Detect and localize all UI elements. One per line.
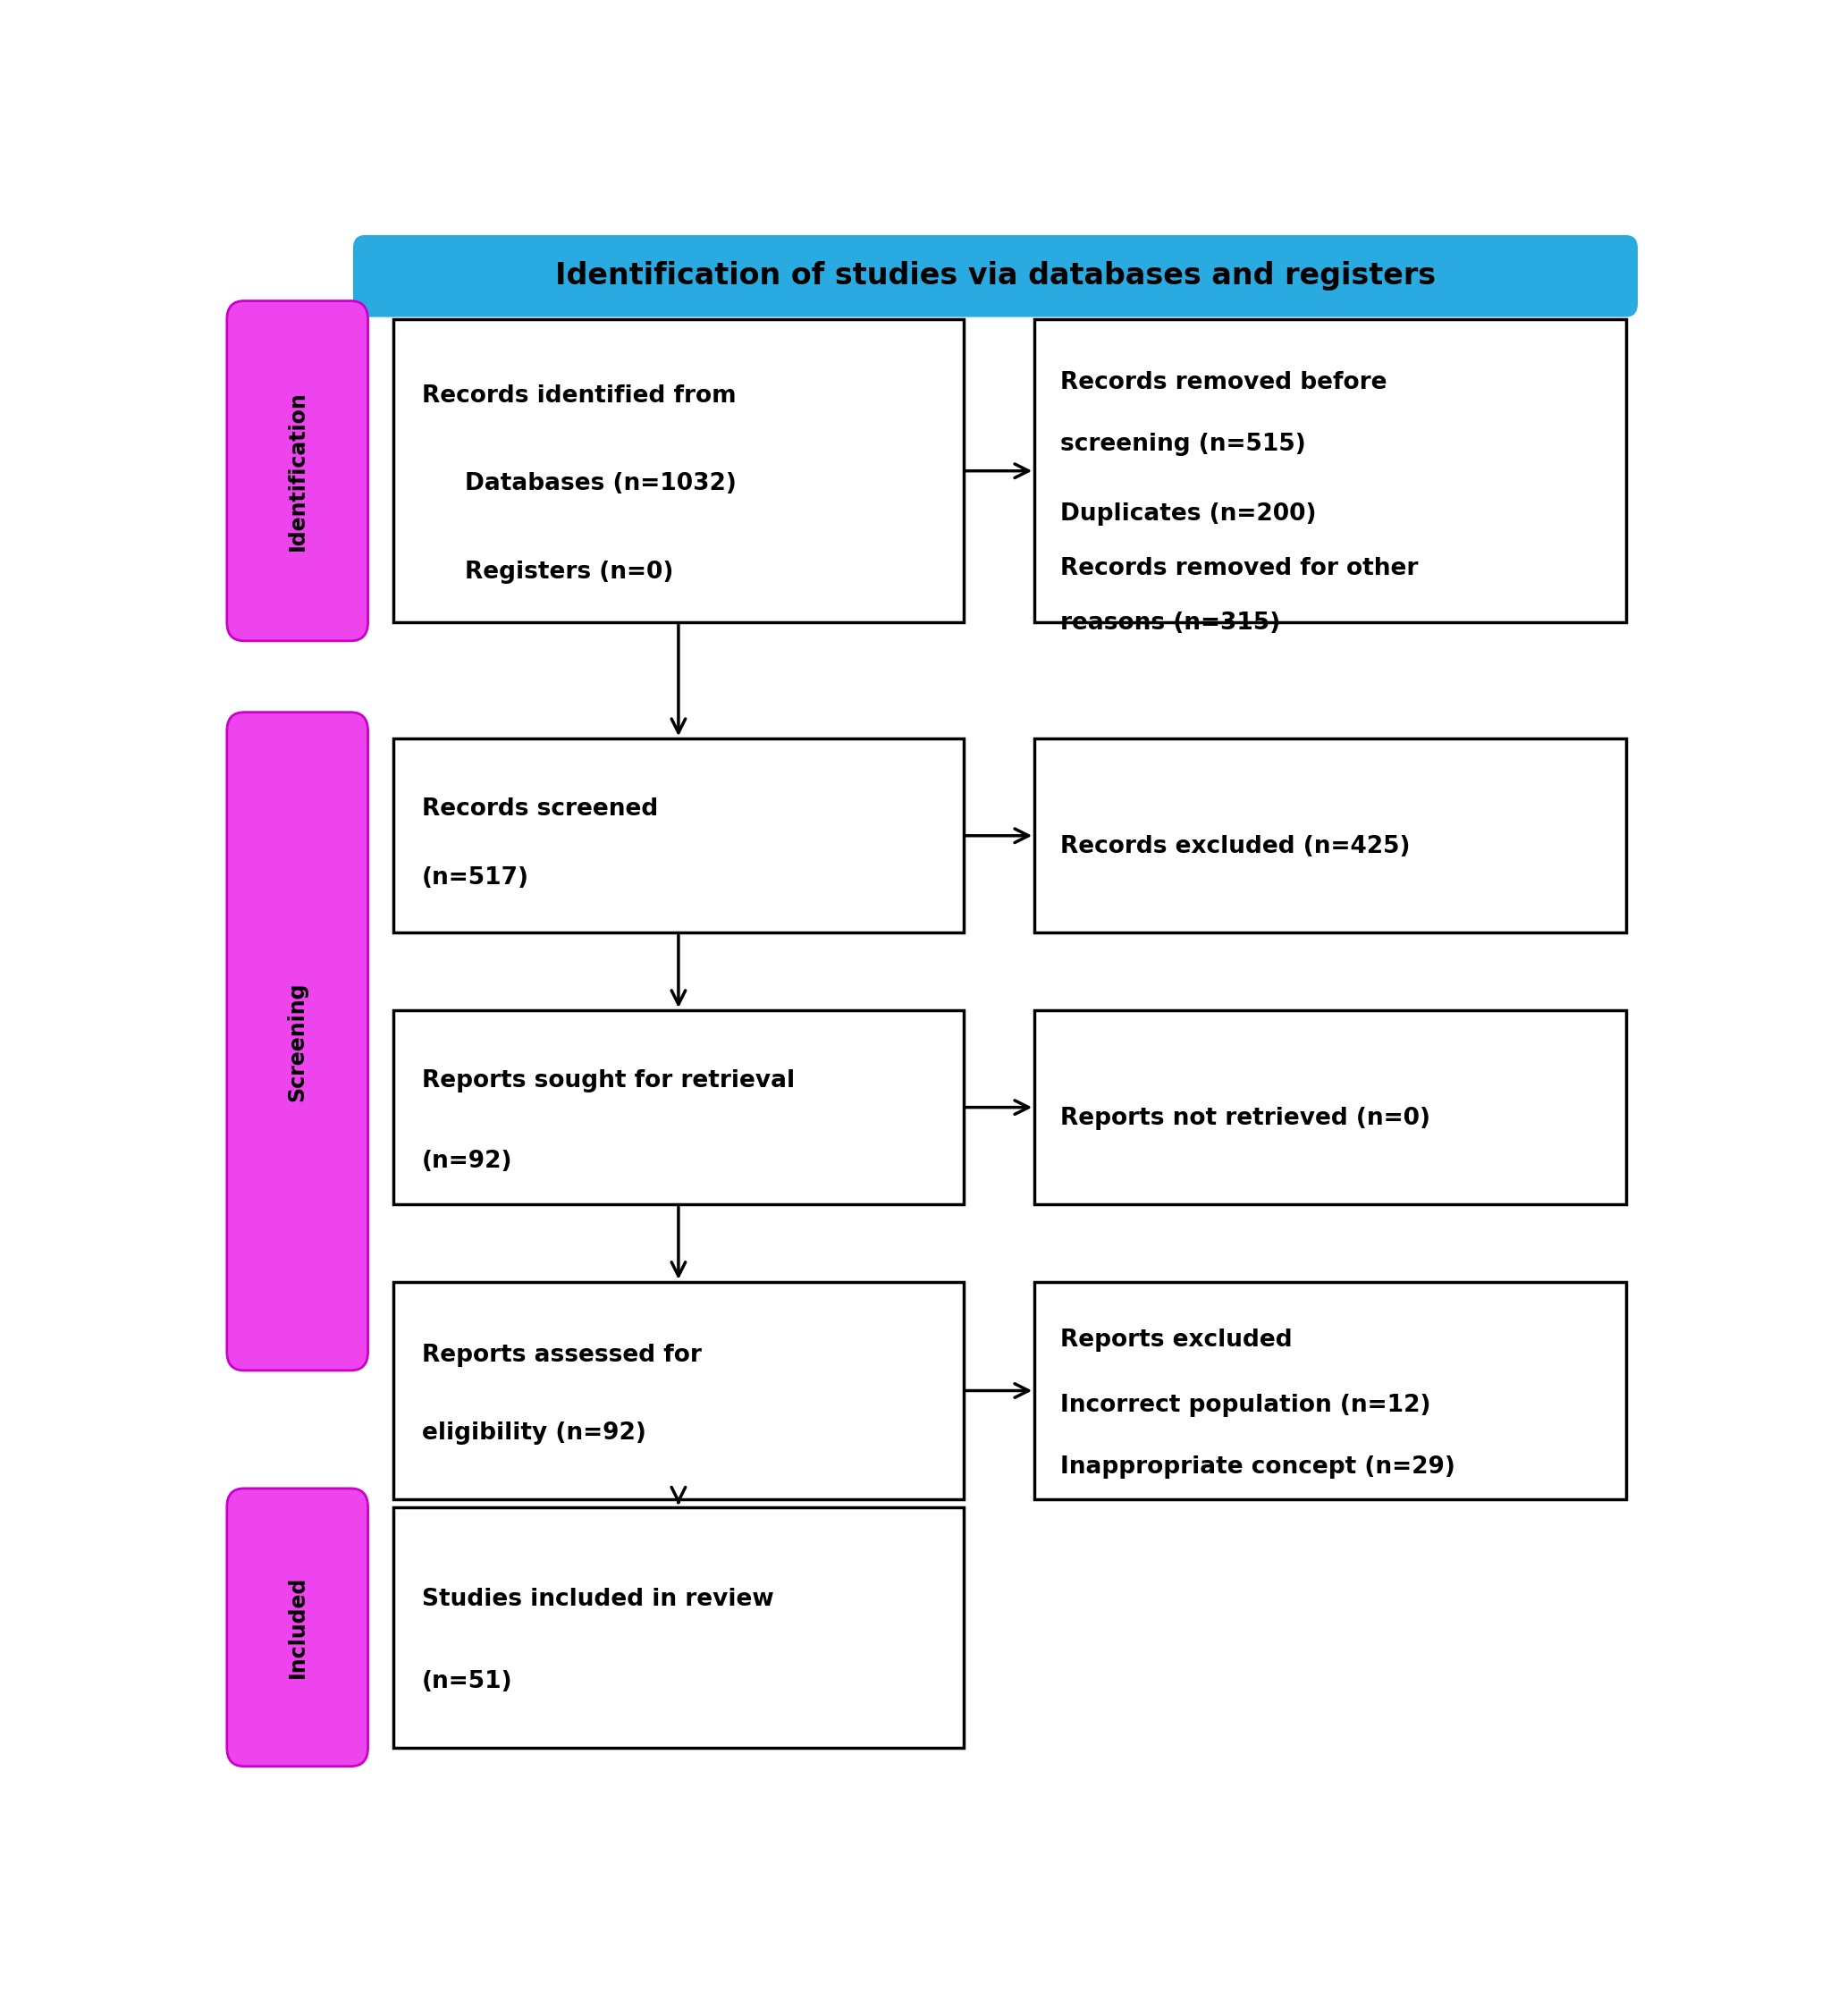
FancyBboxPatch shape: [1035, 1010, 1627, 1204]
FancyBboxPatch shape: [1035, 319, 1627, 623]
Text: (n=92): (n=92): [423, 1149, 513, 1173]
Text: Records removed for other: Records removed for other: [1061, 556, 1419, 581]
Text: Incorrect population (n=12): Incorrect population (n=12): [1061, 1393, 1430, 1417]
Text: Records screened: Records screened: [423, 798, 658, 821]
Text: Identification: Identification: [287, 391, 309, 550]
FancyBboxPatch shape: [393, 1508, 963, 1748]
FancyBboxPatch shape: [393, 1010, 963, 1204]
FancyBboxPatch shape: [393, 319, 963, 623]
Text: Identification of studies via databases and registers: Identification of studies via databases …: [555, 262, 1435, 290]
Text: screening (n=515): screening (n=515): [1061, 433, 1305, 456]
Text: Registers (n=0): Registers (n=0): [465, 560, 673, 583]
Text: Reports assessed for: Reports assessed for: [423, 1345, 702, 1367]
Text: Included: Included: [287, 1577, 309, 1679]
Text: eligibility (n=92): eligibility (n=92): [423, 1421, 647, 1445]
FancyBboxPatch shape: [1035, 1282, 1627, 1500]
FancyBboxPatch shape: [226, 300, 368, 641]
Text: Duplicates (n=200): Duplicates (n=200): [1061, 502, 1316, 526]
Text: Screening: Screening: [287, 982, 309, 1101]
Text: (n=517): (n=517): [423, 867, 529, 889]
Text: Records removed before: Records removed before: [1061, 371, 1388, 393]
Text: Reports sought for retrieval: Reports sought for retrieval: [423, 1068, 796, 1093]
Text: Records identified from: Records identified from: [423, 385, 737, 407]
Text: Databases (n=1032): Databases (n=1032): [465, 472, 737, 494]
FancyBboxPatch shape: [393, 738, 963, 933]
Text: Reports not retrieved (n=0): Reports not retrieved (n=0): [1061, 1107, 1430, 1129]
Text: Inappropriate concept (n=29): Inappropriate concept (n=29): [1061, 1456, 1456, 1480]
FancyBboxPatch shape: [226, 712, 368, 1371]
Text: Records excluded (n=425): Records excluded (n=425): [1061, 835, 1410, 859]
FancyBboxPatch shape: [226, 1488, 368, 1766]
FancyBboxPatch shape: [1035, 738, 1627, 933]
Text: reasons (n=315): reasons (n=315): [1061, 611, 1281, 635]
Text: Studies included in review: Studies included in review: [423, 1589, 774, 1611]
FancyBboxPatch shape: [353, 236, 1638, 317]
Text: Reports excluded: Reports excluded: [1061, 1329, 1292, 1353]
Text: (n=51): (n=51): [423, 1669, 513, 1693]
FancyBboxPatch shape: [393, 1282, 963, 1500]
